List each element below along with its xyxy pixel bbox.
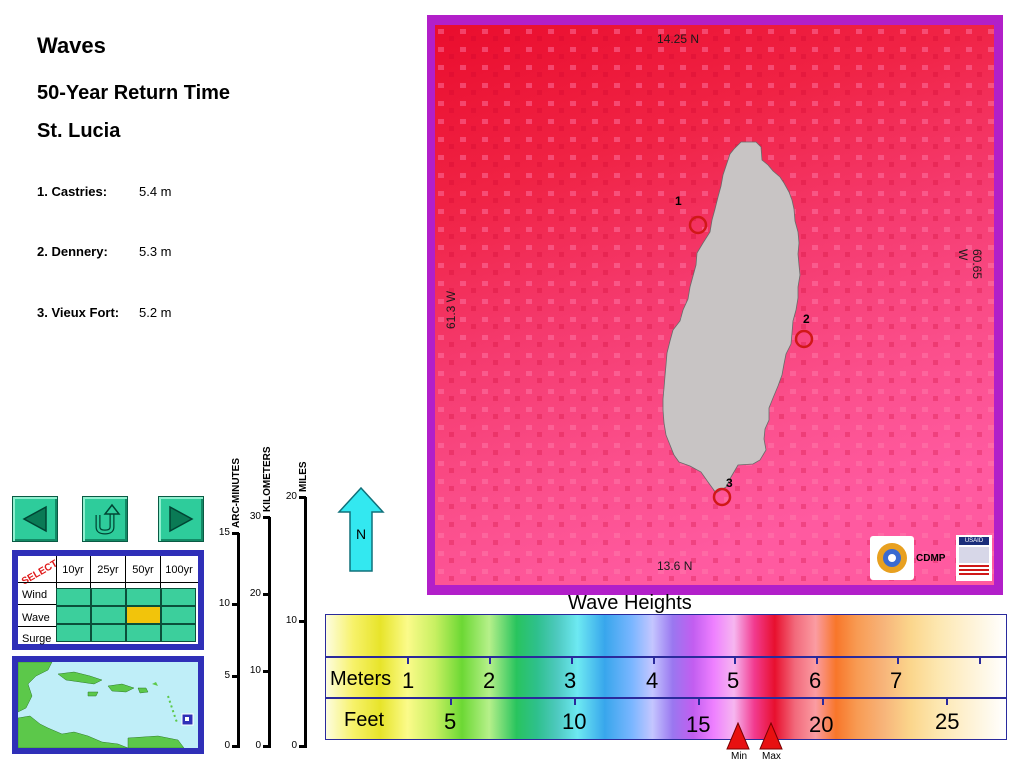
west-coordinate-label: 61.3 W — [444, 290, 458, 329]
selector-cell-wave-100yr[interactable] — [161, 606, 196, 624]
column-header: 25yr — [97, 564, 119, 576]
return-button[interactable] — [82, 496, 128, 542]
feet-tick-label: 10 — [562, 709, 587, 734]
meters-tick-label: 5 — [727, 668, 740, 693]
select-label: SELECT — [20, 558, 60, 588]
scale-tick-label: 10 — [285, 615, 297, 626]
selector-cell-wave-10yr[interactable] — [56, 606, 91, 624]
st-lucia-island — [662, 141, 801, 494]
site-3-label: 3. Vieux Fort: — [37, 305, 120, 320]
meters-tick-label: 7 — [890, 668, 903, 693]
selector-cell-surge-50yr[interactable] — [126, 624, 161, 642]
selector-cell-surge-100yr[interactable] — [161, 624, 196, 642]
feet-tick-label: 20 — [809, 712, 834, 737]
location-name: St. Lucia — [37, 120, 121, 142]
row-label-wave: Wave — [22, 612, 50, 624]
column-header: 50yr — [132, 564, 154, 576]
site-3-number: 3 — [726, 476, 733, 490]
return-period-selector: SELECT 10yr 25yr 50yr 100yr Wind Wave Su… — [12, 550, 204, 650]
feet-tick-label: 5 — [444, 709, 457, 734]
meters-tick-label: 1 — [402, 668, 415, 693]
selector-cell-wave-50yr[interactable] — [126, 606, 161, 624]
return-arrow-icon — [95, 503, 121, 535]
scale-tick-label: 5 — [224, 670, 230, 681]
wave-height-color-scale — [326, 615, 1006, 739]
scale-tick-label: 15 — [218, 527, 230, 538]
oas-logo — [870, 536, 914, 580]
meters-tick-label: 6 — [809, 668, 822, 693]
right-triangle-icon — [169, 505, 194, 533]
selector-cell-surge-10yr[interactable] — [56, 624, 91, 642]
caribbean-map — [18, 662, 194, 748]
site-2-label: 2. Dennery: — [37, 244, 108, 259]
site-1-marker — [688, 215, 708, 235]
scale-tick-label: 20 — [249, 588, 261, 599]
meters-tick-label: 4 — [646, 668, 659, 693]
east-coordinate-label: 60.65 W — [956, 249, 984, 280]
feet-tick-label: 25 — [935, 709, 960, 734]
north-coordinate-label: 14.25 N — [657, 32, 700, 46]
feet-tick-label: 15 — [686, 712, 711, 737]
scale-tick-label: 30 — [249, 511, 261, 522]
column-header: 100yr — [165, 564, 193, 576]
scale-tick-label: 10 — [249, 665, 261, 676]
site-1-value: 5.4 m — [139, 184, 172, 199]
site-1-label: 1. Castries: — [37, 184, 108, 199]
south-coordinate-label: 13.6 N — [657, 559, 693, 573]
kilometers-scale — [268, 517, 271, 748]
map-canvas — [435, 25, 994, 585]
max-marker-icon — [759, 722, 783, 750]
miles-label: MILES — [298, 461, 309, 492]
next-button[interactable] — [158, 496, 204, 542]
meters-tick-label: 2 — [483, 668, 496, 693]
scale-tick-label: 20 — [285, 491, 297, 502]
selector-cell-wind-25yr[interactable] — [91, 588, 126, 606]
feet-label: Feet — [344, 709, 385, 731]
selector-cell-surge-25yr[interactable] — [91, 624, 126, 642]
selector-cell-wind-100yr[interactable] — [161, 588, 196, 606]
selector-grid — [56, 588, 196, 642]
meters-label: Meters — [330, 668, 392, 690]
legend-title: Wave Heights — [568, 592, 692, 614]
site-2-number: 2 — [803, 312, 810, 326]
scale-tick-label: 0 — [224, 740, 230, 751]
arc-minutes-scale — [237, 533, 240, 748]
selector-cell-wind-50yr[interactable] — [126, 588, 161, 606]
column-header: 10yr — [62, 564, 84, 576]
row-label-wind: Wind — [22, 589, 48, 601]
scale-tick-label: 0 — [291, 740, 297, 751]
kilometers-label: KILOMETERS — [262, 446, 273, 512]
left-triangle-icon — [22, 505, 47, 533]
site-1-number: 1 — [675, 194, 682, 208]
north-label: N — [356, 526, 367, 542]
max-label: Max — [762, 751, 781, 762]
locator-map[interactable] — [12, 656, 204, 754]
scale-tick-label: 10 — [218, 598, 230, 609]
scale-tick-label: 0 — [255, 740, 261, 751]
cdmp-logo-text: CDMP — [916, 553, 946, 564]
meters-tick-label: 3 — [564, 668, 577, 693]
wave-height-map: 14.25 N 13.6 N 61.3 W 60.65 W 1 2 3 CDMP… — [427, 15, 1003, 595]
row-label-surge: Surge — [22, 633, 52, 645]
site-2-value: 5.3 m — [139, 244, 172, 259]
selector-cell-wind-10yr[interactable] — [56, 588, 91, 606]
page-title: Waves — [37, 33, 106, 58]
previous-button[interactable] — [12, 496, 58, 542]
site-3-value: 5.2 m — [139, 305, 172, 320]
site-3-marker — [712, 487, 732, 507]
min-marker-icon — [726, 722, 750, 750]
min-label: Min — [731, 751, 748, 762]
subtitle: 50-Year Return Time — [37, 82, 231, 104]
north-arrow-icon — [337, 486, 385, 572]
selector-cell-wave-25yr[interactable] — [91, 606, 126, 624]
site-2-marker — [794, 329, 814, 349]
usaid-logo: USAID — [956, 535, 992, 581]
